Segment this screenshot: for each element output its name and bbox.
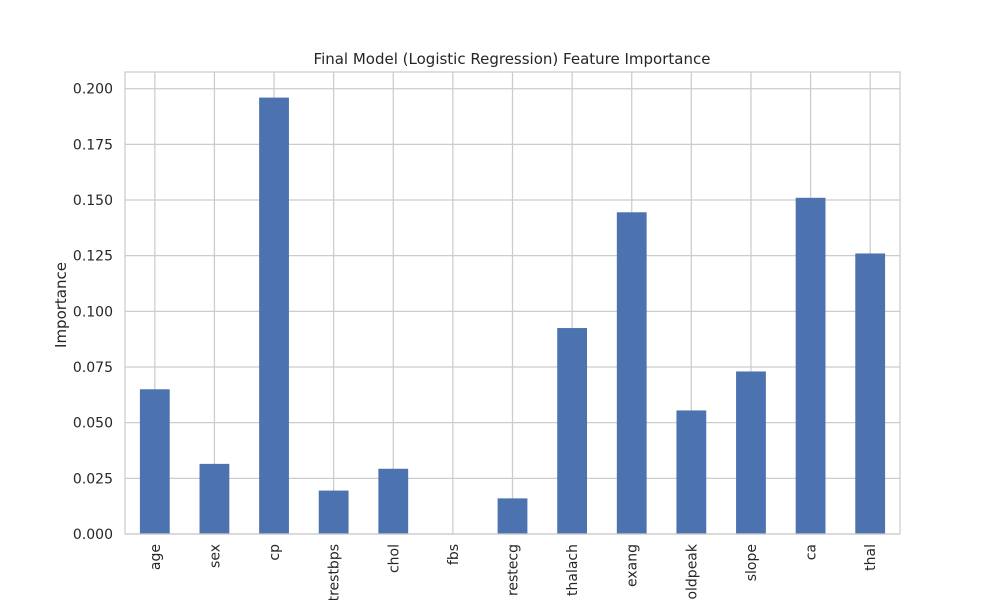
x-tick-label: thal [863,544,879,571]
x-tick-label: exang [625,544,641,587]
x-tick-label: ca [804,544,820,560]
y-tick-label: 0.075 [73,360,113,376]
bar-sex [199,463,230,534]
y-tick-label: 0.025 [73,471,113,487]
y-axis-label: Importance [52,262,70,348]
x-tick-label: cp [267,544,283,561]
bar-thalach [557,328,588,534]
x-tick-label: restecg [506,544,522,596]
y-tick-label: 0.100 [73,304,113,320]
y-tick-labels: 0.000 0.025 0.050 0.075 0.100 0.125 0.150 0.175… [73,82,113,543]
bar-slope [736,371,766,534]
bar-age [139,389,170,534]
y-tick-label: 0.175 [73,137,113,153]
bar-exang [616,212,647,534]
y-tick-label: 0.125 [73,249,113,265]
bars [139,97,886,534]
x-tick-label: fbs [446,544,462,565]
bar-cp [259,97,289,534]
bar-chol [378,468,409,534]
x-tick-label: thalach [565,544,581,596]
y-tick-label: 0.050 [73,416,113,432]
x-tick-labels: age sex cp trestbps chol fbs restecg thalach exa… [148,543,879,601]
plot-frame [124,71,901,535]
grid-lines [125,72,900,535]
x-tick-label: chol [386,544,402,573]
bar-oldpeak [676,410,707,534]
chart-title: Final Model (Logistic Regression) Featur… [314,50,711,68]
y-tick-label: 0.150 [73,193,113,209]
x-tick-label: age [148,544,164,570]
bar-thal [855,253,886,534]
x-tick-label: sex [207,544,223,568]
y-tick-label: 0.200 [73,82,113,98]
bar-trestbps [318,490,349,534]
bar-restecg [497,498,528,534]
x-tick-label: slope [744,544,760,581]
x-tick-label: oldpeak [684,543,700,599]
x-tick-label: trestbps [327,544,343,600]
bar-ca [795,197,826,534]
y-tick-label: 0.000 [73,527,113,543]
